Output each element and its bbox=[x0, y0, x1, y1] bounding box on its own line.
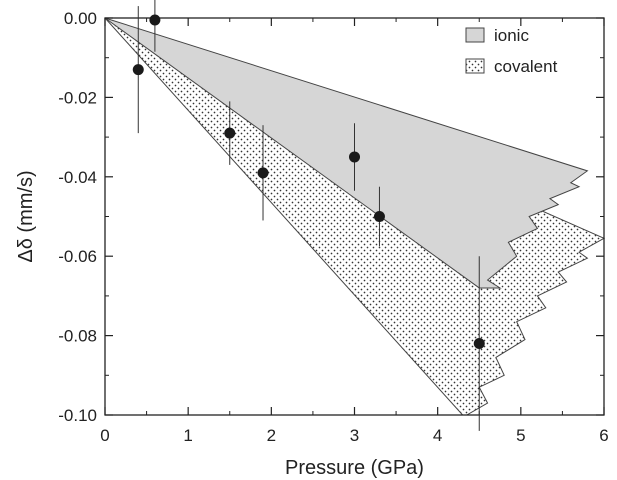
data-point bbox=[373, 211, 385, 222]
legend-label-covalent: covalent bbox=[494, 57, 558, 76]
legend: ionic covalent bbox=[465, 26, 558, 76]
y-tick-label: -0.04 bbox=[58, 168, 97, 187]
x-tick-label: 5 bbox=[516, 426, 525, 445]
data-point bbox=[473, 338, 485, 350]
y-tick-label: -0.08 bbox=[58, 327, 97, 346]
y-axis-title: Δδ (mm/s) bbox=[15, 170, 37, 262]
y-tick-label: -0.10 bbox=[58, 406, 97, 425]
legend-swatch-covalent bbox=[465, 58, 485, 74]
x-tick-label: 2 bbox=[267, 426, 276, 445]
x-axis-title: Pressure (GPa) bbox=[285, 457, 424, 479]
data-point bbox=[349, 151, 360, 163]
x-tick-label: 3 bbox=[350, 426, 359, 445]
x-tick-label: 1 bbox=[183, 426, 192, 445]
y-tick-labels: 0.00 -0.02 -0.04 -0.06 -0.08 -0.10 bbox=[58, 9, 97, 425]
x-tick-label: 6 bbox=[599, 426, 608, 445]
data-point bbox=[257, 167, 269, 179]
y-tick-label: -0.06 bbox=[58, 247, 97, 266]
data-point bbox=[149, 14, 161, 26]
shaded-regions bbox=[104, 17, 606, 416]
data-point bbox=[132, 64, 144, 76]
x-tick-label: 0 bbox=[100, 426, 109, 445]
data-point bbox=[224, 127, 236, 139]
data-points bbox=[132, 14, 485, 350]
x-tick-labels: 0 1 2 3 4 5 6 bbox=[100, 426, 608, 445]
legend-swatch-ionic bbox=[465, 27, 485, 43]
legend-label-ionic: ionic bbox=[494, 26, 529, 45]
y-tick-label: 0.00 bbox=[64, 9, 97, 28]
y-tick-label: -0.02 bbox=[58, 88, 97, 107]
x-tick-label: 4 bbox=[433, 426, 442, 445]
axis-ticks bbox=[104, 17, 605, 416]
region-ionic bbox=[104, 17, 589, 289]
